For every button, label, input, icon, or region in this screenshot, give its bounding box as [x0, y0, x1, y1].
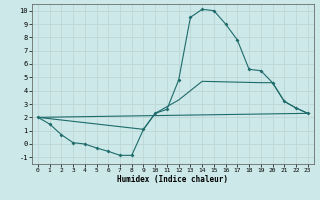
X-axis label: Humidex (Indice chaleur): Humidex (Indice chaleur)	[117, 175, 228, 184]
